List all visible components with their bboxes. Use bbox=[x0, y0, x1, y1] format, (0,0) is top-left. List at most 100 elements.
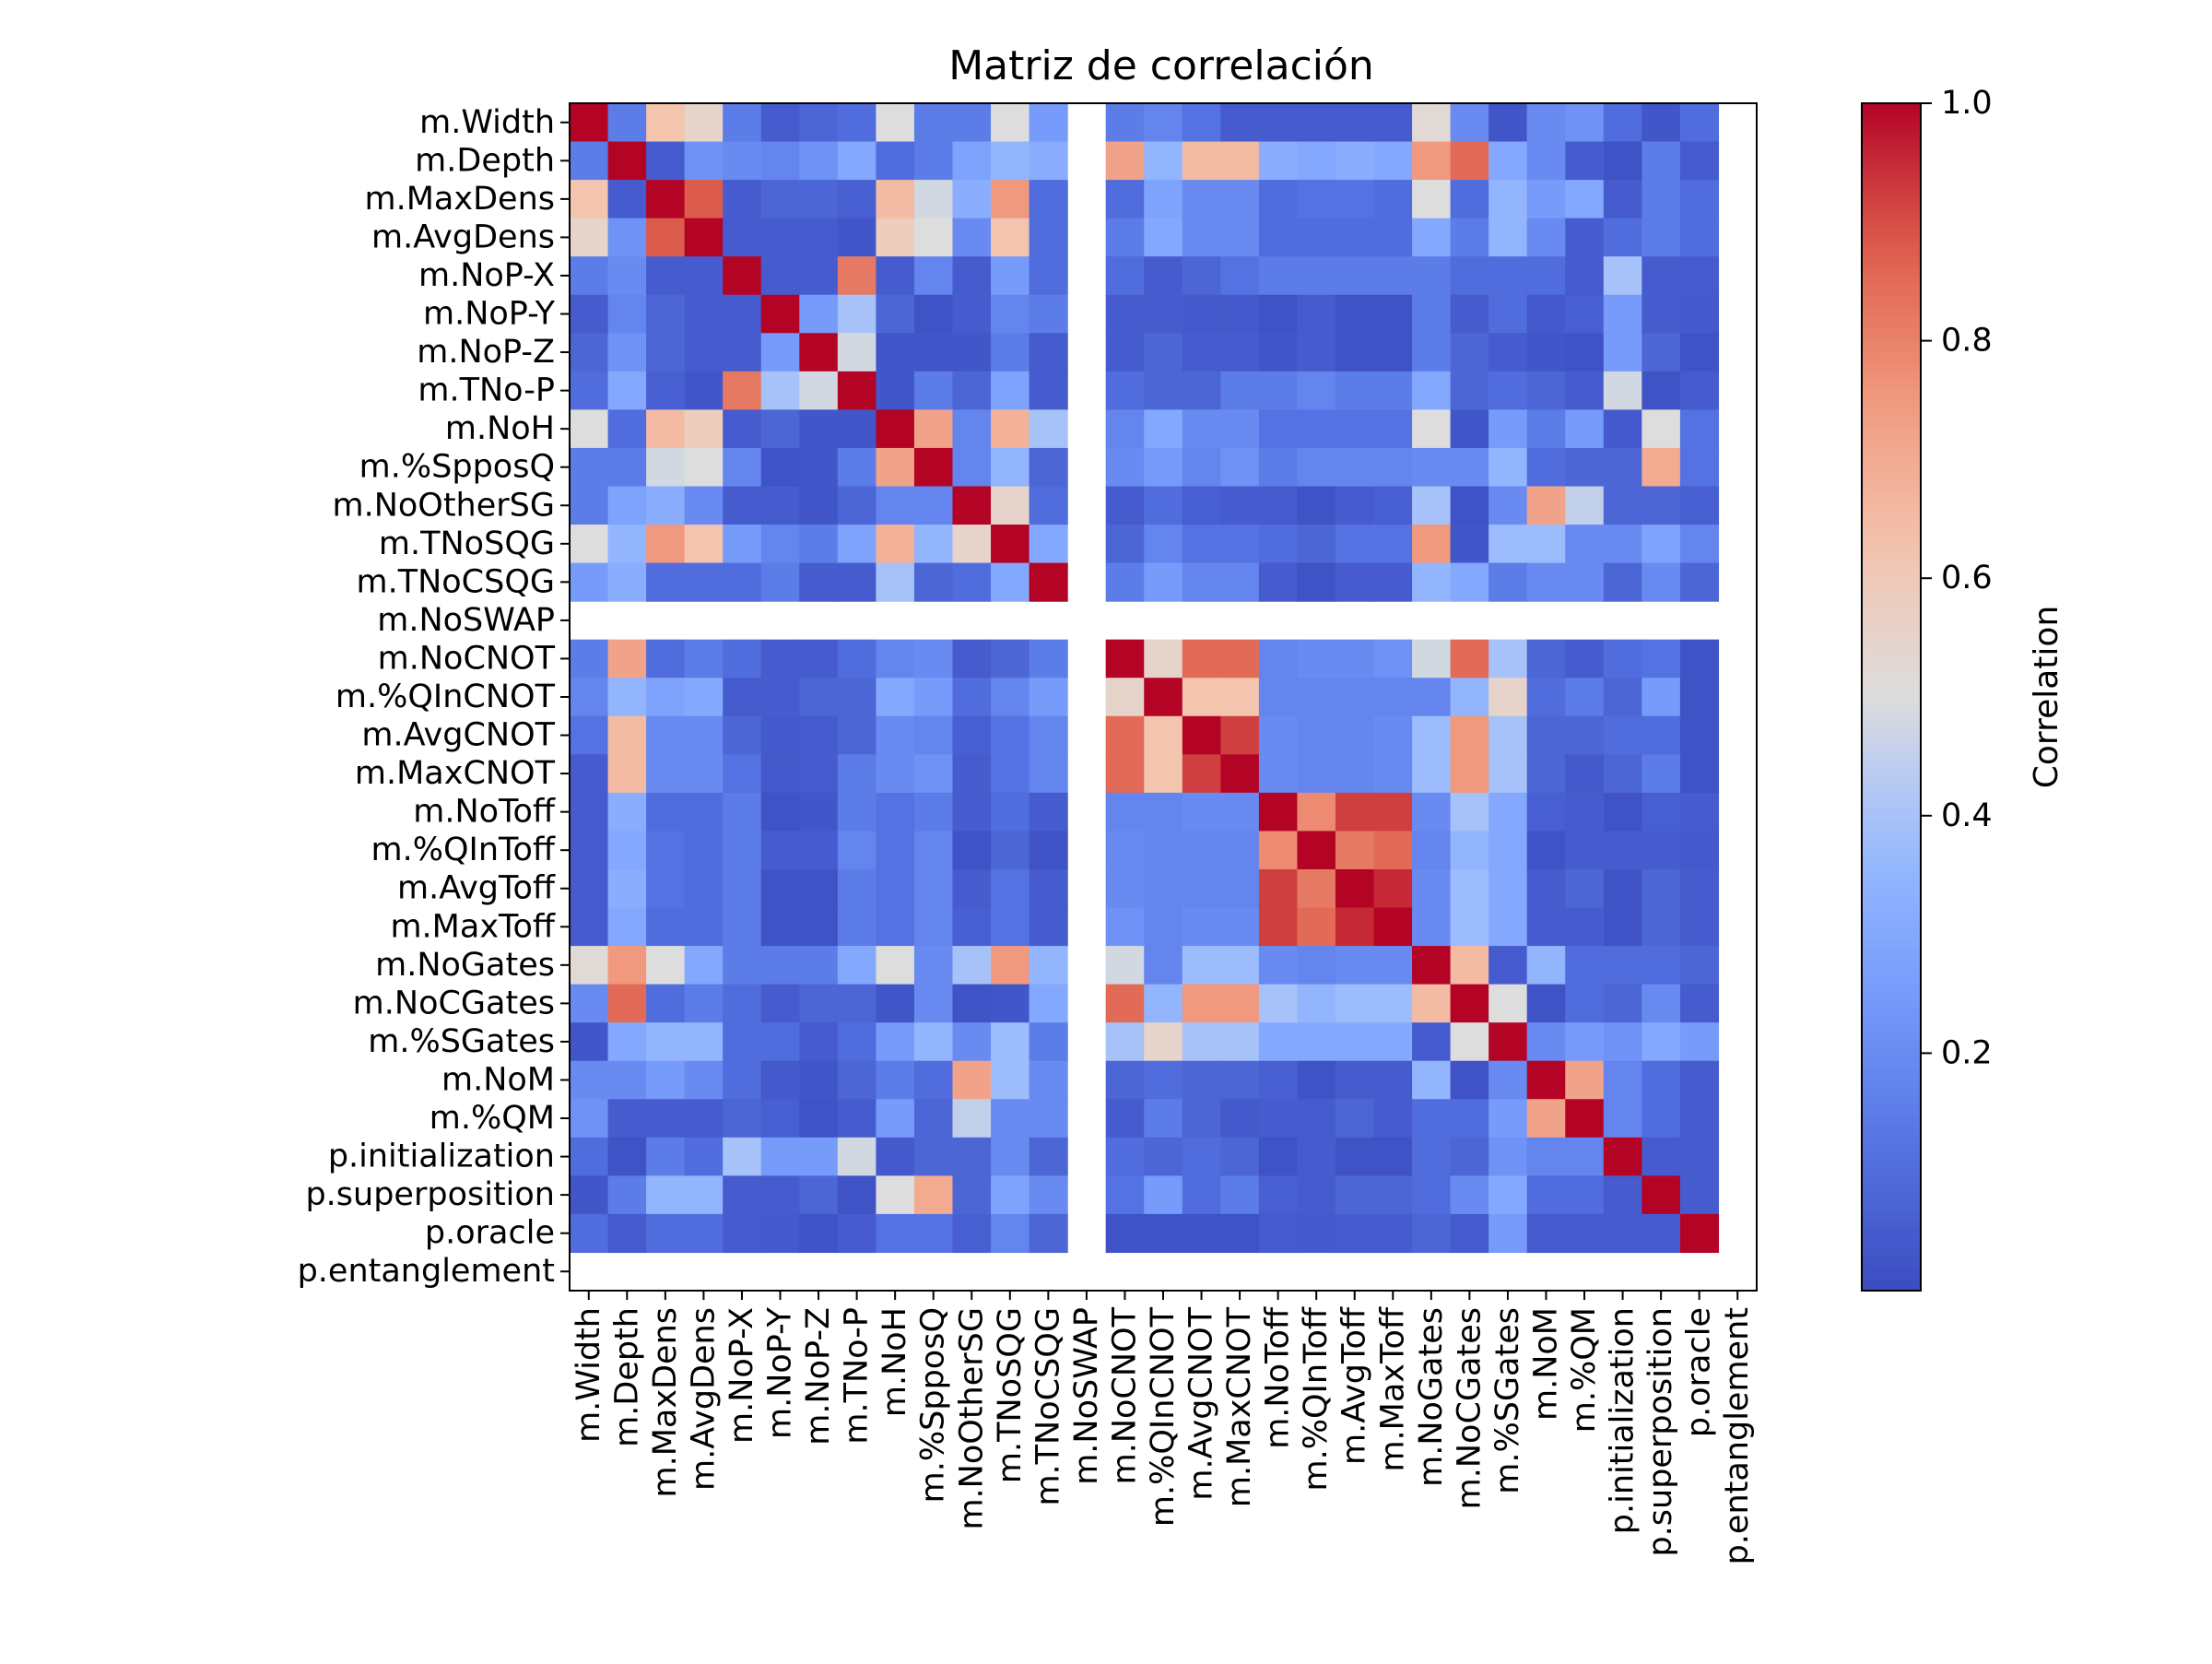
heatmap-cell bbox=[570, 1022, 609, 1062]
heatmap-cell bbox=[1105, 946, 1145, 985]
heatmap-cell bbox=[1641, 525, 1681, 564]
heatmap-cell bbox=[952, 868, 992, 909]
heatmap-cell bbox=[1105, 1175, 1145, 1215]
heatmap-cell bbox=[1450, 256, 1489, 296]
heatmap-cell bbox=[952, 141, 992, 181]
heatmap-cell bbox=[1679, 256, 1720, 296]
heatmap-cell bbox=[760, 1099, 800, 1139]
heatmap-cell bbox=[1641, 409, 1681, 449]
heatmap-cell bbox=[760, 409, 800, 449]
y-tick-label: m.NoCGates bbox=[353, 985, 555, 1021]
y-tick-label: m.NoToff bbox=[413, 794, 556, 831]
y-tick-label: p.oracle bbox=[425, 1215, 555, 1252]
heatmap-cell bbox=[799, 868, 839, 909]
heatmap-cell bbox=[646, 294, 686, 334]
heatmap-cell bbox=[1297, 907, 1336, 947]
heatmap-cell bbox=[799, 218, 839, 257]
heatmap-cell bbox=[1373, 984, 1413, 1023]
x-tick-label: m.TNoSQG bbox=[992, 1307, 1029, 1483]
heatmap-cell bbox=[1182, 1175, 1221, 1215]
y-tick-label: m.NoGates bbox=[375, 947, 555, 984]
heatmap-cell bbox=[799, 831, 839, 870]
heatmap-cell bbox=[1373, 678, 1413, 717]
heatmap-cell bbox=[1144, 715, 1183, 755]
heatmap-cell bbox=[1488, 678, 1528, 717]
heatmap-cell bbox=[876, 678, 915, 717]
heatmap-cell bbox=[723, 333, 762, 372]
heatmap-cell bbox=[1297, 639, 1336, 679]
heatmap-cell bbox=[991, 141, 1030, 181]
heatmap-cell bbox=[1297, 831, 1336, 870]
heatmap-cell bbox=[1144, 1175, 1183, 1215]
heatmap-cell bbox=[646, 1022, 686, 1062]
y-tick-label: m.AvgCNOT bbox=[361, 717, 555, 754]
heatmap-cell bbox=[723, 256, 762, 296]
heatmap-cell bbox=[684, 831, 724, 870]
heatmap-cell bbox=[913, 103, 954, 143]
heatmap-cell bbox=[1029, 1099, 1068, 1139]
heatmap-cell bbox=[876, 1137, 915, 1176]
heatmap-cell bbox=[1105, 678, 1145, 717]
heatmap-cell bbox=[1412, 639, 1452, 679]
heatmap-cell bbox=[1258, 256, 1299, 296]
heatmap-cell bbox=[1373, 525, 1413, 564]
heatmap-cell bbox=[760, 678, 800, 717]
heatmap-cell bbox=[723, 294, 762, 334]
heatmap-cell bbox=[1641, 868, 1681, 909]
colorbar-tick-label: 0.4 bbox=[1941, 797, 1993, 834]
heatmap-cell bbox=[1488, 1137, 1528, 1176]
heatmap-cell bbox=[1144, 1022, 1183, 1062]
heatmap-cell bbox=[684, 754, 724, 794]
x-tick-label: m.NoCGates bbox=[1451, 1307, 1488, 1509]
heatmap-cell bbox=[799, 792, 839, 832]
heatmap-cell bbox=[799, 409, 839, 449]
heatmap-cell bbox=[646, 562, 686, 602]
heatmap-cell bbox=[646, 180, 686, 219]
heatmap-cell bbox=[570, 562, 609, 602]
heatmap-cell bbox=[799, 984, 839, 1023]
x-tick-label: m.NoP-Y bbox=[762, 1306, 799, 1439]
heatmap-cell bbox=[1526, 525, 1566, 564]
heatmap-cell bbox=[991, 792, 1030, 832]
heatmap-cell bbox=[570, 868, 609, 909]
heatmap-cell bbox=[1526, 103, 1566, 143]
heatmap-cell bbox=[646, 868, 686, 909]
y-tick-label: m.Width bbox=[419, 104, 555, 141]
x-tick-label: p.superposition bbox=[1642, 1307, 1679, 1557]
heatmap-cell bbox=[1641, 447, 1681, 488]
heatmap-cell bbox=[1029, 946, 1068, 985]
heatmap-cell bbox=[1335, 639, 1375, 679]
heatmap-cell bbox=[1373, 792, 1413, 832]
heatmap-cell bbox=[799, 907, 839, 947]
heatmap-cell bbox=[837, 715, 877, 755]
heatmap-cell bbox=[1297, 562, 1336, 602]
heatmap-cell bbox=[1029, 1213, 1068, 1254]
heatmap-cell bbox=[837, 180, 877, 219]
y-tick-label: m.NoSWAP bbox=[377, 602, 555, 639]
heatmap-cell bbox=[646, 1213, 686, 1254]
heatmap-cell bbox=[760, 525, 800, 564]
heatmap-cell bbox=[1488, 639, 1528, 679]
heatmap-cell bbox=[913, 218, 954, 257]
heatmap-cell bbox=[1335, 715, 1375, 755]
heatmap-cell bbox=[723, 907, 762, 947]
heatmap-cell bbox=[1679, 141, 1720, 181]
x-tick-label: p.oracle bbox=[1681, 1307, 1718, 1437]
heatmap-cell bbox=[570, 103, 609, 143]
heatmap-cell bbox=[1220, 678, 1260, 717]
heatmap-cell bbox=[991, 715, 1030, 755]
heatmap-cell bbox=[1450, 715, 1489, 755]
heatmap-cell bbox=[837, 333, 877, 372]
heatmap-cell bbox=[1450, 371, 1489, 410]
heatmap-cell bbox=[1297, 715, 1336, 755]
heatmap-cell bbox=[1450, 1099, 1489, 1139]
heatmap-cell bbox=[570, 639, 609, 679]
x-tick-label: m.NoSWAP bbox=[1068, 1307, 1105, 1485]
heatmap-cell bbox=[1603, 294, 1642, 334]
heatmap-cell bbox=[1603, 639, 1642, 679]
heatmap-cell bbox=[570, 754, 609, 794]
heatmap-cell bbox=[1412, 409, 1452, 449]
heatmap-cell bbox=[913, 1099, 954, 1139]
heatmap-cell bbox=[837, 371, 877, 410]
